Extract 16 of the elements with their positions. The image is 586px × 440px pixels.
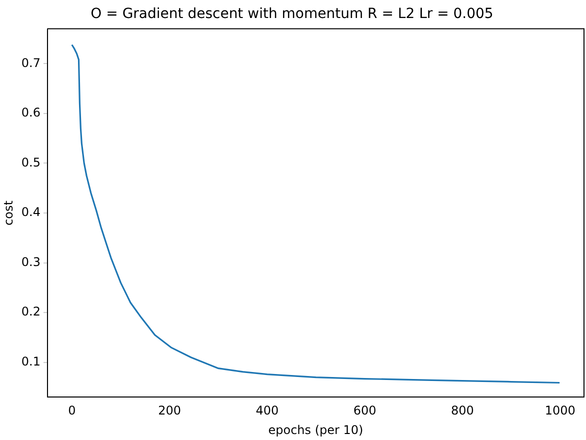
x-axis-title: epochs (per 10) [268,422,364,437]
x-tick-label: 200 [158,404,181,418]
x-tick-label: 600 [353,404,376,418]
y-tick-label: 0.3 [21,254,40,269]
y-tick-label: 0.4 [21,205,40,220]
y-tick-label: 0.5 [21,155,40,170]
x-tick-label: 1000 [544,404,576,418]
x-tick-label: 800 [450,404,474,418]
y-tick-label: 0.7 [21,56,40,70]
y-tick-label: 0.1 [21,354,40,368]
x-tick-label: 0 [68,404,76,418]
x-tick-label: 400 [256,404,279,418]
y-tick-label: 0.2 [21,304,40,319]
chart-title: O = Gradient descent with momentum R = L2 Lr = 0.005 [90,6,494,22]
y-tick-label: 0.6 [21,106,40,120]
y-axis-title: cost [1,200,16,226]
